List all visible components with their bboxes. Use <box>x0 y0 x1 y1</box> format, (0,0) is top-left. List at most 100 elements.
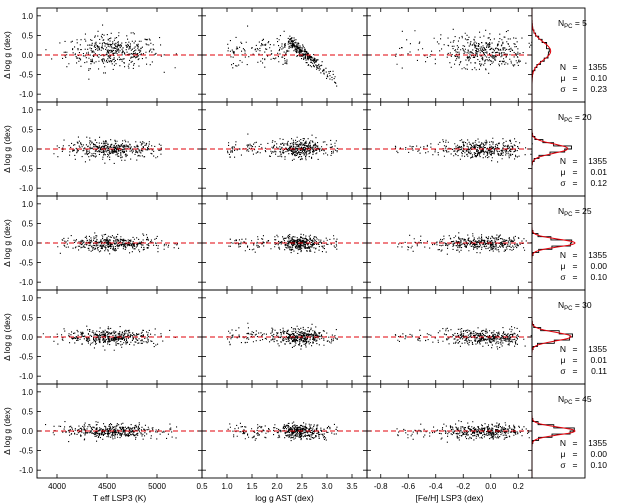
y-tick-label: 1.0 <box>22 388 34 397</box>
x-tick-label: 1.5 <box>246 482 258 491</box>
y-tick-label: 0.0 <box>22 333 34 342</box>
y-tick-label: 0.5 <box>22 407 34 416</box>
data-points <box>394 137 533 163</box>
y-tick-label: -0.5 <box>19 447 33 456</box>
sigma-value-symbol: σ <box>560 178 566 188</box>
scatter-panel <box>36 289 203 385</box>
y-tick-label: -1.0 <box>19 466 33 475</box>
data-points <box>395 28 533 74</box>
mean-value-equals: = <box>573 449 578 459</box>
npc-label: NPC = 5 <box>558 18 587 30</box>
n-count-equals: = <box>573 250 578 260</box>
sigma-value: 0.12 <box>590 178 607 188</box>
sigma-value-equals: = <box>573 272 578 282</box>
sigma-value-symbol: σ <box>560 272 566 282</box>
sigma-value-symbol: σ <box>560 460 566 470</box>
sigma-value-symbol: σ <box>560 84 566 94</box>
scatter-panel <box>366 195 533 291</box>
mean-value: 0.00 <box>590 261 607 271</box>
data-points <box>227 25 338 87</box>
mean-value: 0.00 <box>590 449 607 459</box>
y-tick-label: 1.0 <box>22 294 34 303</box>
sigma-value: 0.11 <box>591 366 607 376</box>
data-points <box>42 325 176 351</box>
sigma-value: 0.10 <box>590 460 607 470</box>
row-1: 1.0 0.5 0.0 -0.5 -1.0 Δ log g (dex) NPC = 5 N = 1… <box>2 7 607 103</box>
scatter-panel <box>201 101 368 197</box>
mean-value-equals: = <box>573 73 578 83</box>
histogram-bars <box>531 196 573 290</box>
sigma-value-equals: = <box>573 178 578 188</box>
scatter-panel <box>36 7 203 103</box>
sigma-value-symbol: σ <box>560 366 566 376</box>
x-tick-label: 3.0 <box>321 482 333 491</box>
x-tick-label: 4500 <box>98 482 116 491</box>
n-count-equals: = <box>573 344 578 354</box>
x-tick-label: -0.2 <box>456 482 470 491</box>
npc-label: NPC = 45 <box>558 394 592 406</box>
scatter-panel <box>201 383 368 479</box>
x-axis-label: log g AST (dex) <box>255 493 314 503</box>
n-count: 1355 <box>588 156 607 166</box>
row-3: 1.0 0.5 0.0 -0.5 -1.0 Δ log g (dex) NPC = 25 N =… <box>2 195 607 291</box>
x-tick-label: -0.8 <box>374 482 388 491</box>
row-4: 1.0 0.5 0.0 -0.5 -1.0 Δ log g (dex) NPC = 30 N =… <box>2 289 607 385</box>
x-tick-label: 3.5 <box>346 482 358 491</box>
mean-value-equals: = <box>573 261 578 271</box>
y-tick-label: -1.0 <box>19 372 33 381</box>
scatter-panel <box>366 289 533 385</box>
npc-label: NPC = 25 <box>558 206 592 218</box>
y-tick-label: 0.0 <box>22 427 34 436</box>
y-tick-label: 1.0 <box>22 200 34 209</box>
data-points <box>45 421 178 443</box>
mean-value-equals: = <box>573 355 578 365</box>
x-tick-label: -0.6 <box>401 482 415 491</box>
data-points <box>397 232 532 255</box>
x-tick-label: -0.4 <box>429 482 443 491</box>
x-tick-label: 0.2 <box>513 482 525 491</box>
mean-value-symbol: μ <box>561 261 566 271</box>
sigma-value: 0.10 <box>590 272 607 282</box>
mean-value-symbol: μ <box>561 449 566 459</box>
y-tick-label: 0.5 <box>22 313 34 322</box>
y-tick-label: -1.0 <box>19 278 33 287</box>
data-points <box>227 322 338 350</box>
mean-value: 0.10 <box>590 73 607 83</box>
data-points <box>227 133 338 161</box>
x-tick-label: 2.0 <box>271 482 283 491</box>
panel-frame <box>531 383 586 479</box>
data-points <box>228 233 338 254</box>
y-tick-label: -0.5 <box>19 259 33 268</box>
x-tick-label: 2.5 <box>296 482 308 491</box>
histogram-bars <box>531 8 550 102</box>
n-count-symbol: N <box>560 250 566 260</box>
scatter-panel <box>36 101 203 197</box>
x-tick-label: 0.0 <box>485 482 497 491</box>
n-count: 1355 <box>588 344 607 354</box>
scatter-panel <box>201 195 368 291</box>
n-count-equals: = <box>573 62 578 72</box>
n-count-symbol: N <box>560 156 566 166</box>
scatter-panel <box>36 383 203 479</box>
n-count-symbol: N <box>560 344 566 354</box>
data-points <box>394 326 533 350</box>
scatter-panel <box>36 195 203 291</box>
y-tick-label: 1.0 <box>22 106 34 115</box>
y-axis-label: Δ log g (dex) <box>2 125 12 173</box>
mean-value: 0.01 <box>590 355 607 365</box>
x-tick-label: 0.5 <box>196 482 208 491</box>
n-count-symbol: N <box>560 438 566 448</box>
data-points <box>396 420 530 443</box>
histogram-panel <box>531 383 586 479</box>
y-tick-label: -1.0 <box>19 184 33 193</box>
scatter-panel <box>366 101 533 197</box>
y-tick-label: 0.5 <box>22 219 34 228</box>
gaussian-fit-curve <box>531 196 576 290</box>
y-tick-label: -0.5 <box>19 353 33 362</box>
mean-value-symbol: μ <box>561 355 566 365</box>
mean-value-symbol: μ <box>561 73 566 83</box>
y-axis-label: Δ log g (dex) <box>2 313 12 361</box>
scatter-panel <box>201 289 368 385</box>
x-axis-label: T eff LSP3 (K) <box>93 493 147 503</box>
